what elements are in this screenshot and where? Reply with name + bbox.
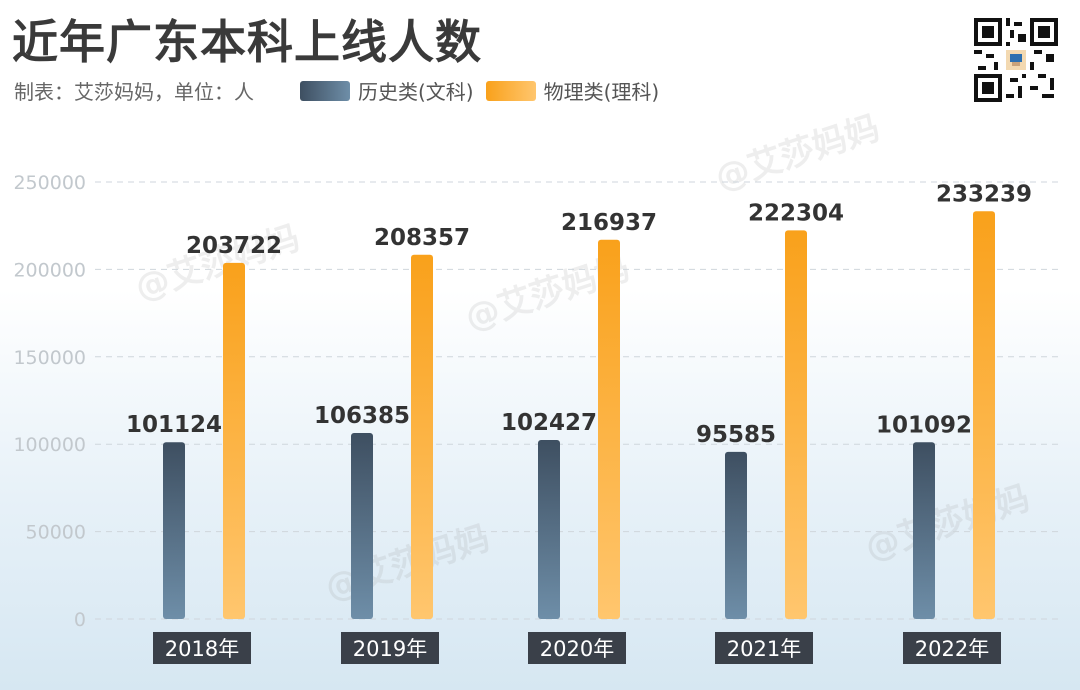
x-tick-label: 2021年 [715, 632, 813, 664]
data-label-physics: 208357 [374, 225, 470, 251]
watermark-text: @艾莎妈妈 [710, 108, 884, 199]
x-label-background [715, 632, 813, 664]
y-tick-label: 100000 [13, 434, 86, 456]
data-label-history: 101124 [126, 412, 222, 438]
bar-history [163, 442, 185, 619]
x-label-text: 2019年 [353, 637, 427, 661]
bars: 101124 106385 102427 95585 101092 203722 20835… [126, 181, 1032, 620]
bar-physics [223, 262, 245, 619]
chart-subtitle: 制表：艾莎妈妈，单位：人 [14, 80, 254, 104]
data-label-history: 106385 [314, 403, 410, 429]
legend-item-physics: 物理类(理科) [485, 76, 660, 105]
legend-label-history: 历史类(文科) [358, 80, 474, 104]
y-tick-label: 250000 [13, 172, 86, 194]
data-label-physics: 216937 [561, 210, 657, 236]
qr-code-icon [974, 18, 1058, 102]
watermark-text: @艾莎妈妈 [860, 478, 1034, 569]
legend-swatch-history [300, 80, 350, 101]
x-label-background [341, 632, 439, 664]
data-label-physics: 203722 [186, 233, 282, 259]
x-tick-label: 2020年 [528, 632, 626, 664]
bar-history [725, 451, 747, 619]
x-tick-label: 2019年 [341, 632, 439, 664]
y-tick-label: 0 [74, 609, 86, 631]
bar-physics [598, 239, 620, 619]
y-axis: 0 50000 100000 150000 200000 250000 [13, 172, 86, 631]
chart-title: 近年广东本科上线人数 [12, 15, 482, 69]
legend: 历史类(文科) 物理类(理科) [300, 76, 671, 105]
y-tick-label: 50000 [26, 522, 86, 544]
x-label-text: 2020年 [540, 637, 614, 661]
bar-physics [973, 211, 995, 620]
x-label-background [903, 632, 1001, 664]
bar-history [538, 439, 560, 619]
data-label-physics: 222304 [748, 200, 844, 226]
bar-history [351, 433, 373, 619]
data-label-history: 102427 [501, 410, 597, 436]
legend-item-history: 历史类(文科) [300, 76, 474, 105]
x-label-background [528, 632, 626, 664]
x-label-text: 2021年 [727, 637, 801, 661]
bar-physics [411, 254, 433, 619]
gridlines [95, 181, 1060, 620]
data-label-history: 101092 [876, 412, 972, 438]
x-label-text: 2022年 [915, 637, 989, 661]
y-tick-label: 150000 [13, 347, 86, 369]
y-tick-label: 200000 [13, 259, 86, 281]
watermark-text: @艾莎妈妈 [130, 218, 304, 309]
x-tick-label: 2018年 [153, 632, 251, 664]
legend-label-physics: 物理类(理科) [543, 80, 660, 104]
x-tick-label: 2022年 [903, 632, 1001, 664]
x-label-background [153, 632, 251, 664]
bar-physics [785, 230, 807, 620]
watermarks: @艾莎妈妈 @艾莎妈妈@艾莎妈妈@艾莎妈妈@艾莎妈妈 [130, 108, 1034, 609]
qr-code-graphic [974, 18, 1058, 102]
bar-history [913, 442, 935, 619]
legend-swatch-physics [485, 80, 536, 101]
x-axis: 2018年 2019年 2020年 2021年 2022年 [153, 632, 1001, 664]
data-label-physics: 233239 [936, 181, 1032, 207]
x-label-text: 2018年 [165, 637, 239, 661]
data-label-history: 95585 [696, 422, 776, 448]
